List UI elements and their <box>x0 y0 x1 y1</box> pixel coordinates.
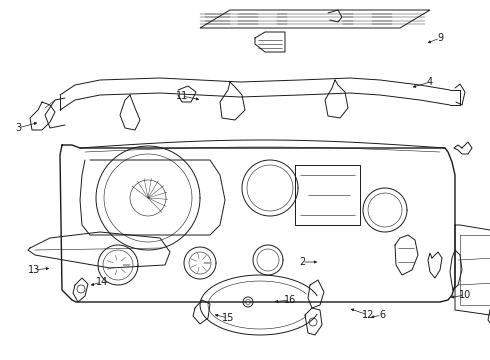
Text: 9: 9 <box>437 33 443 43</box>
Text: 16: 16 <box>284 295 296 305</box>
Text: 11: 11 <box>176 91 188 101</box>
Text: 10: 10 <box>459 290 471 300</box>
Text: 3: 3 <box>15 123 21 133</box>
Text: 15: 15 <box>222 313 234 323</box>
Text: 12: 12 <box>362 310 374 320</box>
Text: 2: 2 <box>299 257 305 267</box>
Text: 4: 4 <box>427 77 433 87</box>
Text: 6: 6 <box>379 310 385 320</box>
Text: 14: 14 <box>96 277 108 287</box>
Text: 13: 13 <box>28 265 40 275</box>
